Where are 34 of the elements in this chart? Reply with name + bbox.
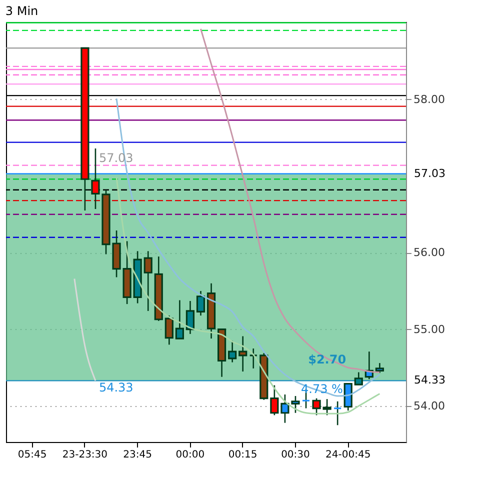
annotation: 54.33 xyxy=(98,380,134,395)
candlestick xyxy=(291,395,300,414)
x-tick-label: 00:15 xyxy=(228,450,258,460)
candlestick xyxy=(344,382,352,412)
x-tick-label: 00:00 xyxy=(176,450,205,460)
chart-title: 3 Min xyxy=(5,4,38,18)
candlestick xyxy=(249,348,258,370)
candlestick xyxy=(354,372,363,386)
candlestick xyxy=(333,400,342,426)
y-tick-label: 55.00 xyxy=(414,322,445,336)
candlestick xyxy=(228,340,237,363)
y-tick-label: 56.00 xyxy=(414,246,445,260)
x-tick-label: 05:45 xyxy=(18,450,47,460)
candlestick xyxy=(175,300,184,340)
y-tick-label: 58.00 xyxy=(414,92,445,106)
candlestick xyxy=(238,336,248,372)
x-tick-label: 23-23:30 xyxy=(62,450,108,460)
ref-line-label: 54.33 xyxy=(414,374,446,387)
candlestick xyxy=(280,394,290,424)
ref-line-label: 57.03 xyxy=(414,166,446,180)
candlestick xyxy=(144,250,152,312)
x-tick-label: 23:45 xyxy=(123,450,152,460)
candlestick xyxy=(186,300,195,335)
x-tick-label: 00:30 xyxy=(281,450,310,460)
annotation: 4.73 % xyxy=(301,382,343,396)
candlestick xyxy=(196,290,206,316)
annotation: $2.70 xyxy=(308,352,346,366)
candlestick xyxy=(375,362,384,374)
candlestick xyxy=(312,398,321,416)
candlestick xyxy=(270,384,279,416)
candlestick xyxy=(164,314,174,346)
x-tick-label: 24-00:45 xyxy=(326,450,371,460)
y-tick-label: 54.00 xyxy=(414,399,445,412)
candlestick xyxy=(322,398,332,416)
